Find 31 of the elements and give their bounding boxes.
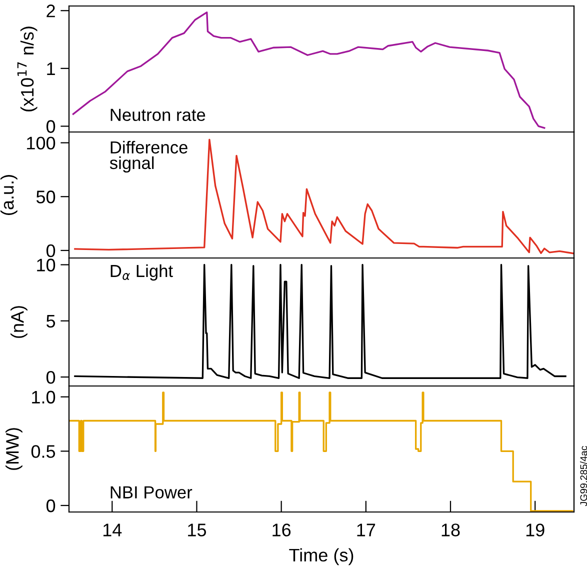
y-tick-label: 1 <box>47 62 55 75</box>
y-tick-label: 5 <box>46 315 56 328</box>
x-tick-label: 14 <box>103 524 122 536</box>
y-tick-label: 10 <box>37 258 56 272</box>
y-tick-label: 1.0 <box>32 390 56 404</box>
x-axis-title: Time (s) <box>289 548 354 566</box>
line-series <box>74 264 566 379</box>
line-series <box>74 138 574 254</box>
annotation: Neutron rate <box>110 108 206 122</box>
y-tick-label: 0 <box>46 244 56 258</box>
y-tick-label: 50 <box>36 190 56 204</box>
annotation: D$_{α}$ Light <box>110 264 173 281</box>
y-tick-label: 0.5 <box>31 445 56 458</box>
y-axis-title: (a.u.) <box>0 175 18 215</box>
x-tick-label: 19 <box>526 524 544 536</box>
y-tick-label: 0 <box>46 120 56 133</box>
y-tick-label: 0 <box>46 499 56 512</box>
x-tick-label: 15 <box>188 524 206 536</box>
line-series <box>72 12 546 129</box>
y-tick-label: 2 <box>46 4 55 18</box>
text: JG99.285/4ac <box>580 446 587 506</box>
y-tick-label: 100 <box>27 136 56 150</box>
y-axis-title: (x10$^{17}$ n/s) <box>17 26 38 112</box>
x-tick-label: 18 <box>442 524 460 536</box>
y-axis-title: (MW) <box>6 428 22 470</box>
y-tick-label: 0 <box>46 370 56 384</box>
x-tick-label: 17 <box>357 524 376 536</box>
annotation: NBI Power <box>110 486 192 498</box>
y-axis-title: (nA) <box>10 306 28 338</box>
annotation: Difference signal <box>110 140 188 173</box>
x-tick-label: 16 <box>272 524 291 536</box>
